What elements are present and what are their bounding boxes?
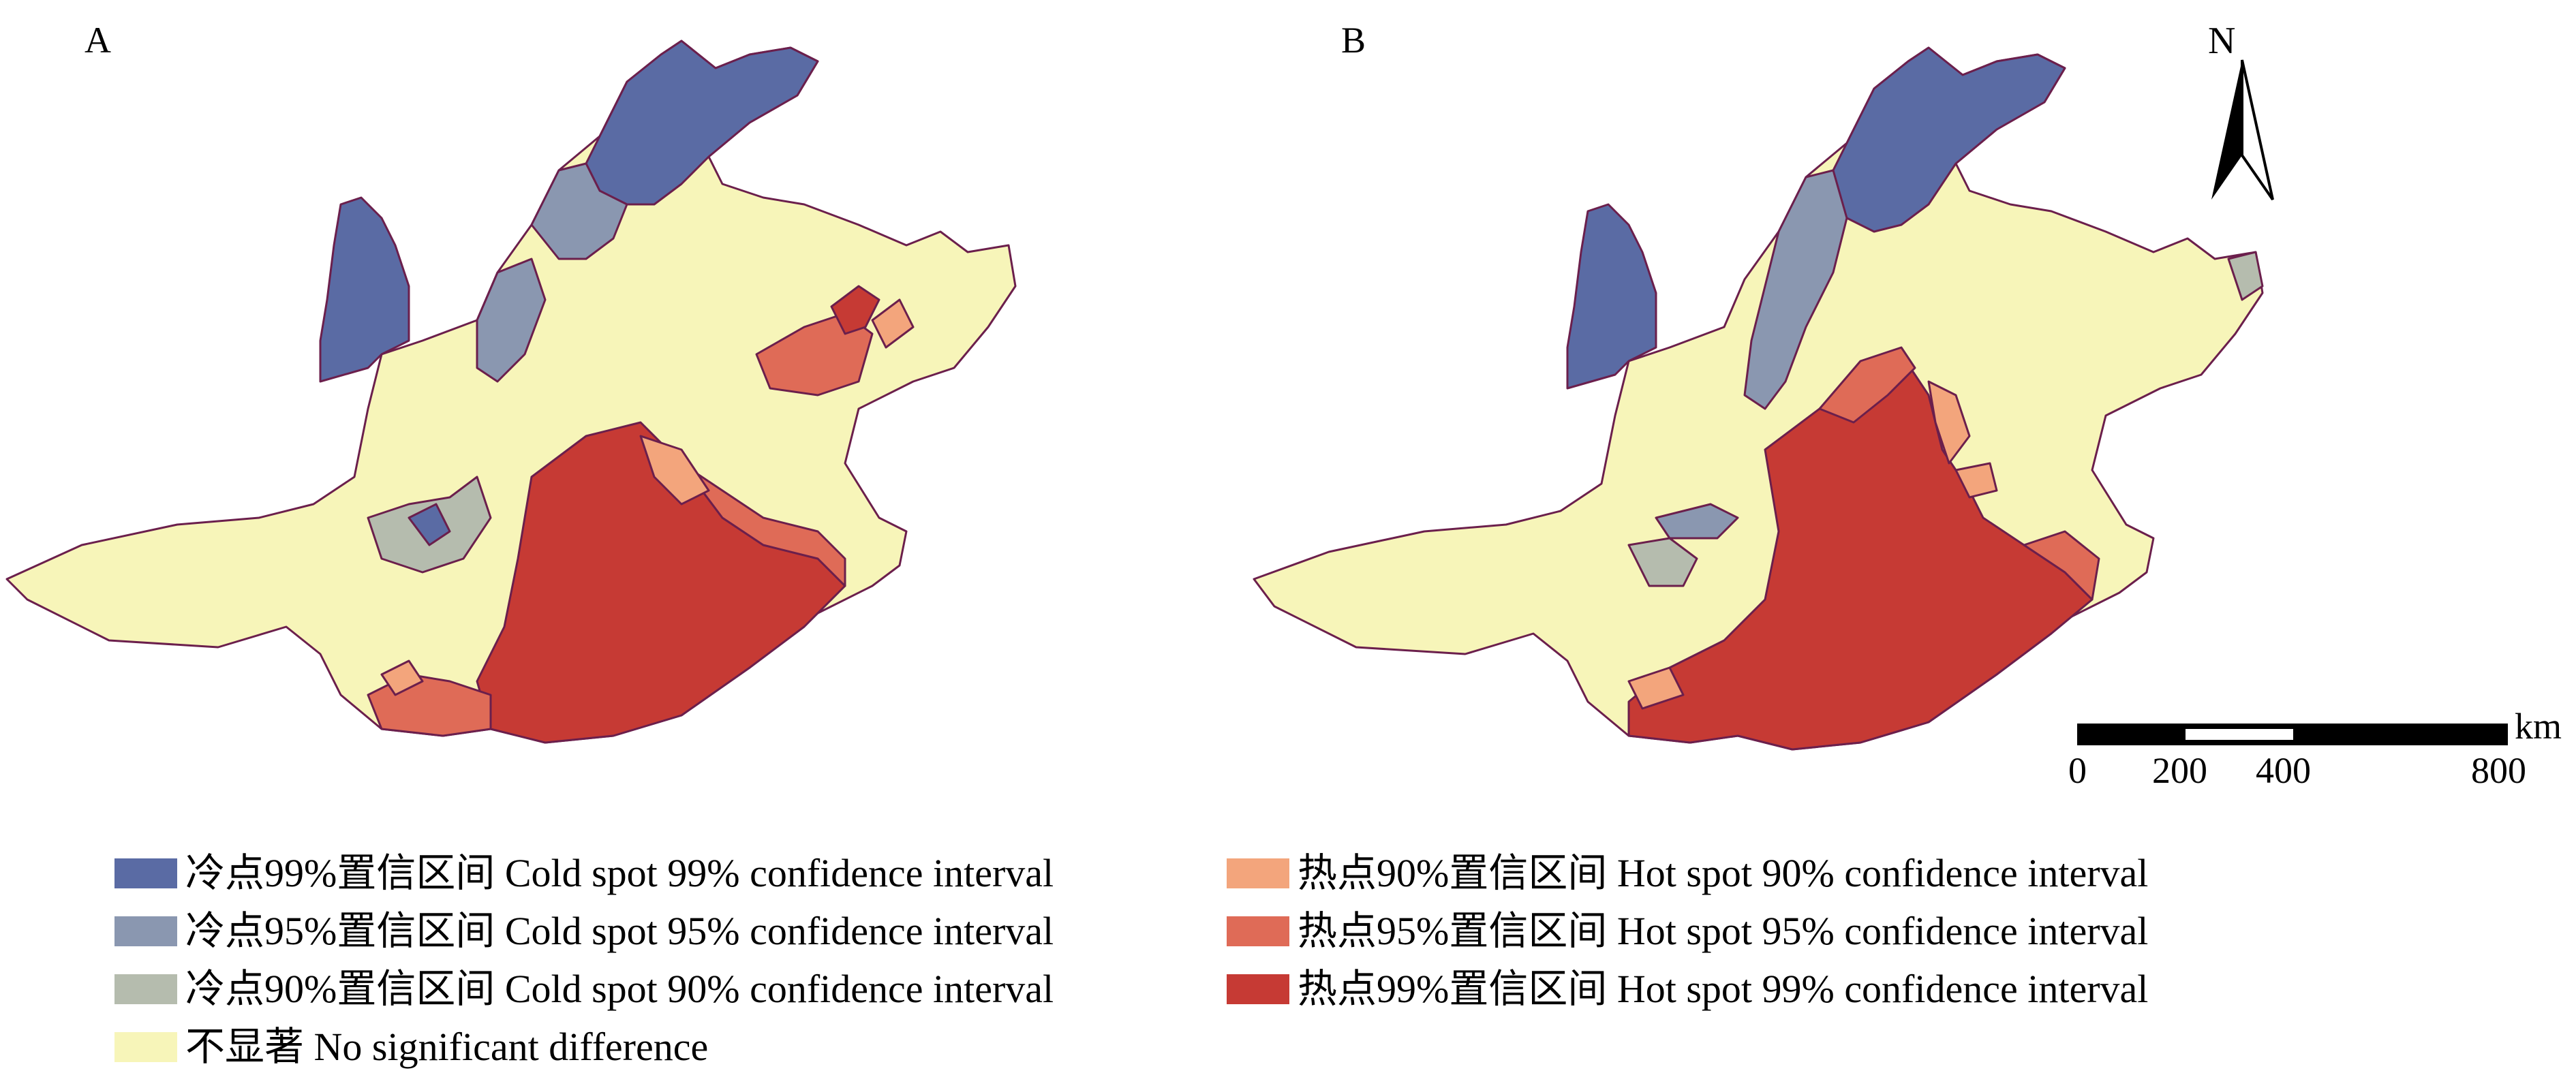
map-a-hot99-east bbox=[830, 285, 880, 335]
legend-swatch-hot90 bbox=[1227, 858, 1289, 888]
map-a-cold99-north bbox=[585, 40, 819, 206]
legend-item-hot90: 热点90%置信区间 Hot spot 90% confidence interv… bbox=[1227, 853, 2148, 894]
map-b-cold90-east bbox=[2227, 251, 2264, 301]
legend-text-cold90: 冷点90%置信区间 Cold spot 90% confidence inter… bbox=[185, 967, 1054, 1011]
map-b-cold95-north bbox=[1743, 169, 1848, 410]
scale-bar bbox=[2077, 724, 2508, 745]
map-a-cold99-mid bbox=[408, 503, 451, 546]
legend-swatch-none bbox=[114, 1032, 177, 1062]
legend-text-cold99: 冷点99%置信区间 Cold spot 99% confidence inter… bbox=[185, 851, 1054, 895]
legend-swatch-cold95 bbox=[114, 916, 177, 946]
panel-label-b: B bbox=[1341, 20, 1366, 61]
legend-text-none: 不显著 No significant difference bbox=[185, 1025, 709, 1069]
panel-label-a: A bbox=[85, 20, 111, 61]
map-a-cold95-mid bbox=[476, 258, 547, 383]
map-a-north-strip bbox=[319, 196, 410, 383]
legend-item-cold95: 冷点95%置信区间 Cold spot 95% confidence inter… bbox=[114, 911, 1054, 952]
map-b-cold99-north bbox=[1832, 46, 2066, 233]
map-a-cold95-north bbox=[530, 162, 628, 260]
legend-swatch-hot99 bbox=[1227, 974, 1289, 1004]
map-a-hot90-south bbox=[639, 435, 710, 506]
legend-swatch-cold90 bbox=[114, 974, 177, 1004]
legend-item-hot99: 热点99%置信区间 Hot spot 99% confidence interv… bbox=[1227, 969, 2148, 1010]
scale-tick-200: 200 bbox=[2152, 750, 2207, 791]
map-b-hot90-mid bbox=[1954, 462, 1998, 499]
legend-item-cold99: 冷点99%置信区间 Cold spot 99% confidence inter… bbox=[114, 853, 1054, 894]
scale-unit: km bbox=[2515, 706, 2562, 747]
legend-text-hot90: 热点90%置信区间 Hot spot 90% confidence interv… bbox=[1298, 851, 2149, 895]
map-a-regions bbox=[5, 40, 1017, 744]
map-b-cold95-mid bbox=[1655, 503, 1739, 540]
scale-tick-400: 400 bbox=[2256, 750, 2311, 791]
north-arrow-icon bbox=[2211, 59, 2274, 201]
map-a-hot95-east bbox=[755, 312, 874, 397]
map-panel-a bbox=[5, 40, 1017, 744]
map-a-hot95-south bbox=[680, 462, 846, 587]
map-b-hot95-center bbox=[1818, 346, 1916, 424]
legend-item-cold90: 冷点90%置信区间 Cold spot 90% confidence inter… bbox=[114, 969, 1054, 1010]
legend-item-hot95: 热点95%置信区间 Hot spot 95% confidence interv… bbox=[1227, 911, 2148, 952]
map-b-hot90-southwest bbox=[1627, 666, 1685, 710]
scale-tick-0: 0 bbox=[2068, 750, 2087, 791]
map-b-west-cold99 bbox=[1566, 203, 1657, 390]
map-b-cold90-mid bbox=[1627, 537, 1698, 587]
legend-item-none: 不显著 No significant difference bbox=[114, 1027, 708, 1068]
legend-text-hot99: 热点99%置信区间 Hot spot 99% confidence interv… bbox=[1298, 967, 2149, 1011]
north-arrow-label: N bbox=[2208, 20, 2236, 62]
map-a-hot90-sw bbox=[380, 659, 424, 696]
map-b-regions bbox=[1253, 46, 2264, 751]
legend-swatch-hot95 bbox=[1227, 916, 1289, 946]
legend-text-hot95: 热点95%置信区间 Hot spot 95% confidence interv… bbox=[1298, 909, 2149, 953]
legend-text-cold95: 冷点95%置信区间 Cold spot 95% confidence inter… bbox=[185, 909, 1054, 953]
scale-tick-800: 800 bbox=[2471, 750, 2526, 791]
map-b-hot90-center bbox=[1927, 380, 1971, 465]
map-b-hot95-southeast bbox=[2023, 530, 2100, 601]
map-a-hot90-east bbox=[871, 298, 915, 349]
map-panel-b bbox=[1253, 46, 2264, 751]
legend-swatch-cold99 bbox=[114, 858, 177, 888]
